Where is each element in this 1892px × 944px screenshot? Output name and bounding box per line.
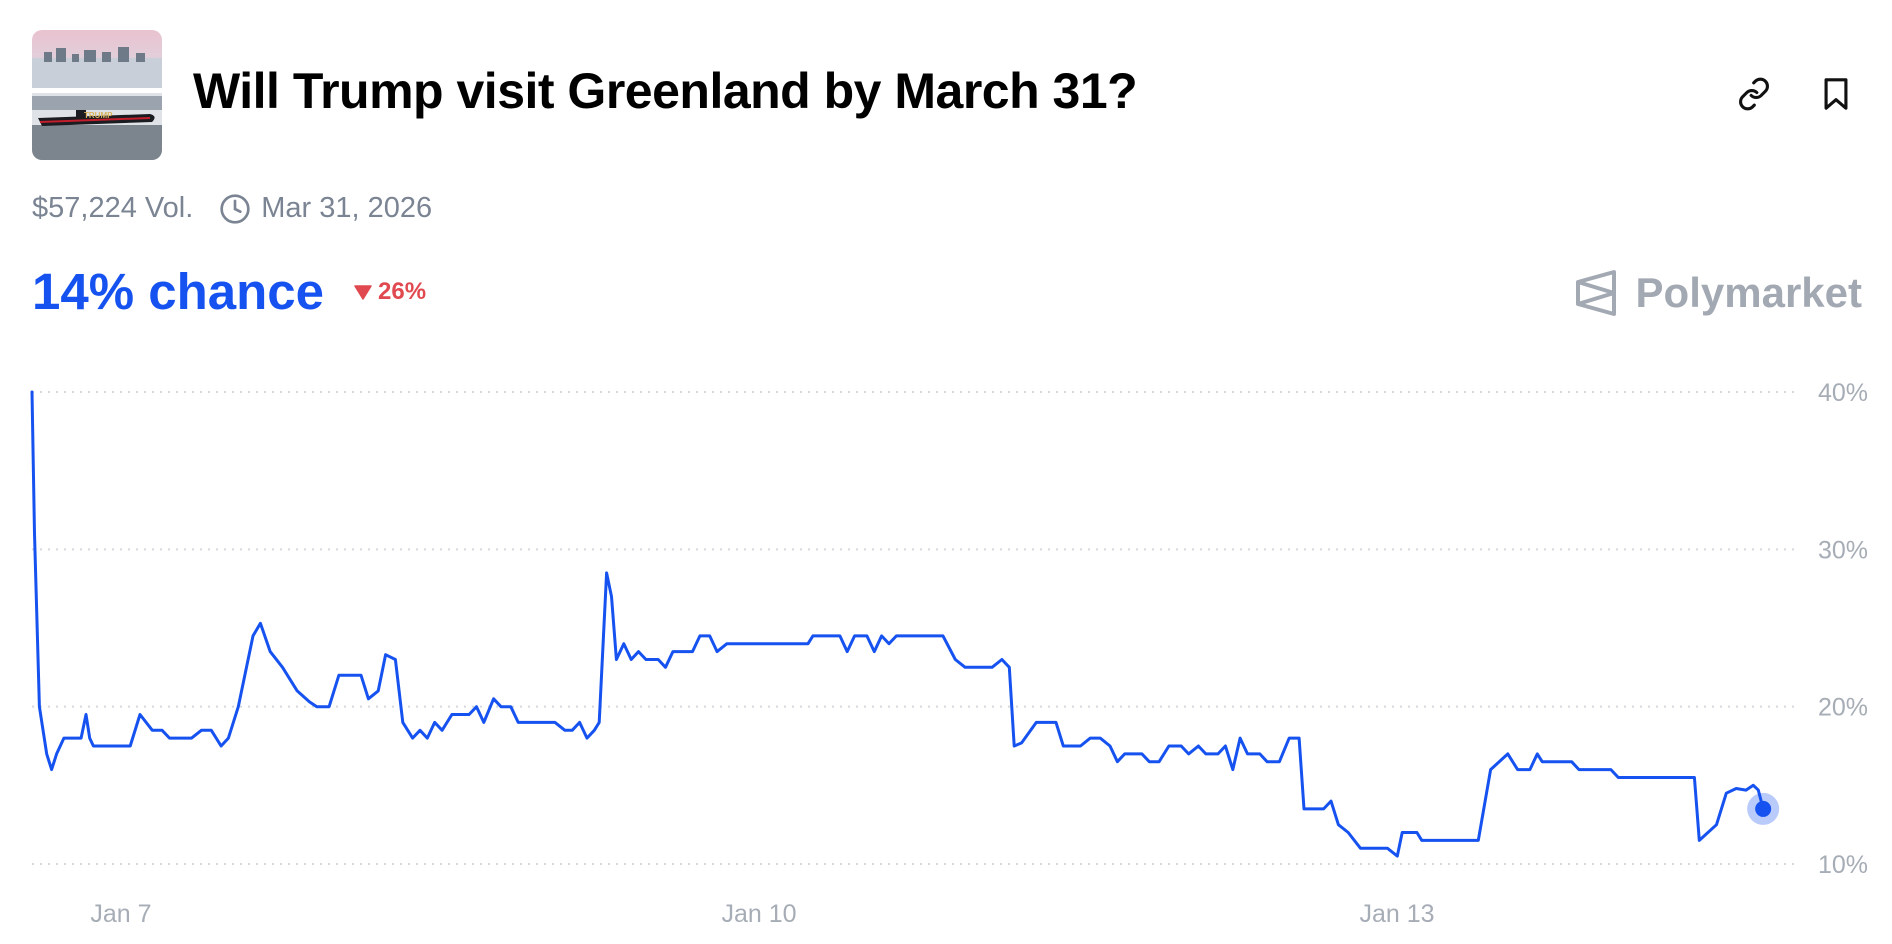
grid-layer [32,391,1800,865]
chance-row: 14% chance 26% [32,262,426,321]
brand-name: Polymarket [1635,269,1862,316]
market-title: Will Trump visit Greenland by March 31? [193,63,1138,119]
x-tick-label: Jan 13 [1359,900,1434,928]
volume-label: $57,224 Vol. [32,192,194,224]
svg-text:TRUMP: TRUMP [84,111,113,120]
bookmark-button[interactable] [1816,74,1856,114]
chance-value: 14% chance [32,263,325,320]
link-icon [1739,77,1769,111]
x-axis: Jan 7 Jan 10 Jan 13 [90,900,1434,928]
y-tick-label: 20% [1818,694,1868,722]
change-value: 26% [378,277,427,305]
chart-svg: 10% 20% 30% 40% Jan 7 Jan 10 Jan 13 [30,379,1868,928]
x-tick-label: Jan 7 [90,900,151,928]
copy-link-button[interactable] [1734,74,1774,114]
last-point-dot [1755,800,1772,817]
thumbnail-image: TRUMP [32,30,162,160]
bookmark-icon [1824,78,1848,110]
y-tick-label: 40% [1818,379,1868,407]
y-tick-label: 30% [1818,536,1868,564]
down-triangle-icon [354,284,372,300]
market-thumbnail: TRUMP [32,30,162,160]
change-badge: 26% [354,278,426,306]
y-tick-label: 10% [1818,851,1868,879]
price-chart: 10% 20% 30% 40% Jan 7 Jan 10 Jan 13 [0,370,1892,944]
clock-icon [219,193,251,225]
polymarket-logo-icon [1574,268,1618,318]
y-axis: 10% 20% 30% 40% [1818,379,1868,879]
x-tick-label: Jan 10 [721,900,796,928]
polymarket-brand: Polymarket [1574,268,1862,318]
header-actions [1734,74,1856,114]
series-line [30,390,1765,858]
market-meta: $57,224 Vol. Mar 31, 2026 [32,192,432,225]
end-date: Mar 31, 2026 [261,192,433,224]
